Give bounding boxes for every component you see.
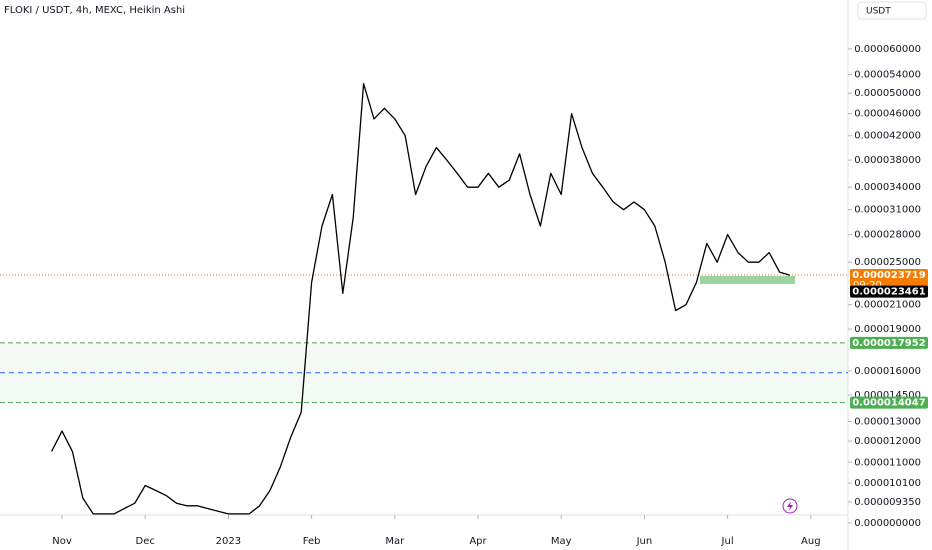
- price-label: 0.000017952: [852, 338, 925, 349]
- y-tick-label: 0.000025000: [854, 257, 921, 268]
- y-tick-label: 0.000013000: [854, 417, 921, 428]
- y-tick-label: 0.000019000: [854, 324, 921, 335]
- price-label: 0.000014047: [852, 398, 925, 409]
- x-tick-label: Feb: [303, 536, 321, 547]
- y-tick-label: 0.000014500: [854, 390, 921, 401]
- price-label: 0.000023461: [852, 287, 925, 298]
- y-tick-label: 0.000028000: [854, 230, 921, 241]
- y-tick-label: 0.000042000: [854, 131, 921, 142]
- price-countdown: 09:20: [853, 280, 882, 291]
- y-tick-label: 0.000021000: [854, 300, 921, 311]
- y-tick-label: 0.000038000: [854, 155, 921, 166]
- y-tick-label: 0.000016000: [854, 366, 921, 377]
- price-label-box: [850, 396, 928, 409]
- x-tick-label: Dec: [136, 536, 155, 547]
- y-tick-label: 0.000011000: [854, 457, 921, 468]
- y-tick-label: 0.000010100: [854, 478, 921, 489]
- y-tick-label: 0.000034000: [854, 182, 921, 193]
- x-tick-label: Mar: [385, 536, 405, 547]
- currency-box[interactable]: [857, 1, 927, 20]
- x-tick-label: Apr: [469, 536, 487, 547]
- currency[interactable]: USDT: [866, 7, 891, 17]
- y-tick-label: 0.000060000: [854, 44, 921, 55]
- y-tick-label: 0.000031000: [854, 205, 921, 216]
- y-tick-label: 0.000000000: [854, 518, 921, 529]
- x-tick-label: Jun: [636, 536, 653, 547]
- price-label-box: [850, 285, 928, 298]
- support-box: [700, 276, 795, 284]
- price-label-box: [850, 268, 928, 291]
- alert-bolt: [787, 501, 793, 511]
- alert-icon[interactable]: [782, 498, 798, 514]
- price-label-box: [850, 336, 928, 349]
- x-tick-label: May: [551, 536, 572, 547]
- y-tick-label: 0.000054000: [854, 69, 921, 80]
- y-tick-label: 0.000009350: [854, 497, 921, 508]
- chart-title: FLOKI / USDT, 4h, MEXC, Heikin Ashi: [4, 5, 185, 16]
- x-tick-label: Jul: [721, 536, 734, 547]
- x-tick-label: Nov: [52, 536, 72, 547]
- y-tick-label: 0.000050000: [854, 88, 921, 99]
- x-tick-label: Aug: [801, 536, 821, 547]
- price-label: 0.000023719: [852, 270, 925, 281]
- x-tick-label: 2023: [216, 536, 241, 547]
- y-tick-label: 0.000012000: [854, 436, 921, 447]
- price-line: [51, 83, 791, 515]
- y-tick-label: 0.000046000: [854, 109, 921, 120]
